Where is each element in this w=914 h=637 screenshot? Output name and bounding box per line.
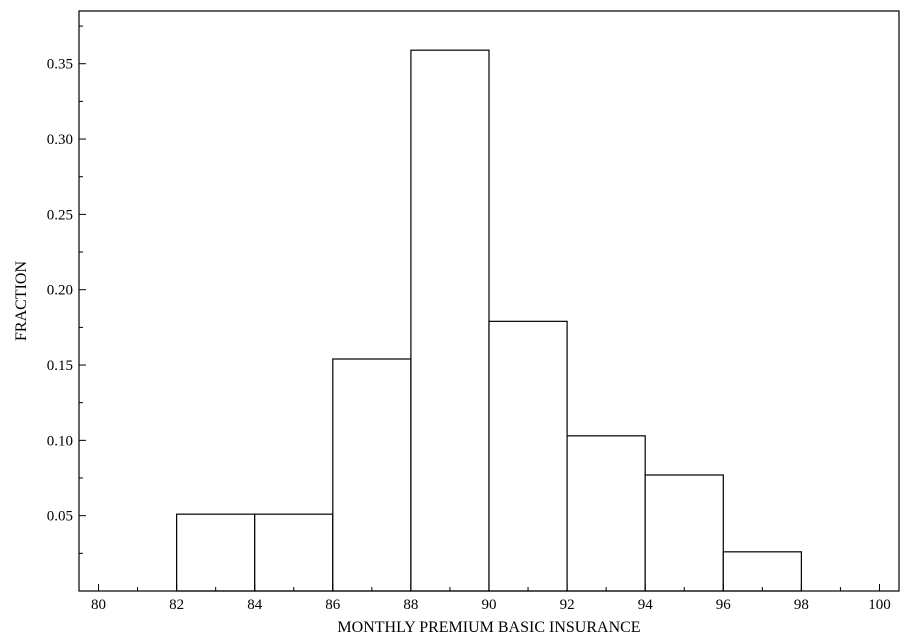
y-tick-label: 0.30 [47, 132, 73, 148]
y-tick-label: 0.35 [47, 57, 73, 73]
histogram-bar-5 [566, 435, 646, 592]
histogram-bar-7 [722, 551, 802, 592]
x-tick-label: 92 [560, 597, 575, 613]
y-axis-ticks: 0.05 0.10 0.15 0.20 0.25 0.30 0.35 [47, 25, 86, 554]
x-tick-label: 96 [716, 597, 732, 613]
histogram-bar-4 [488, 320, 568, 592]
histogram-bar-1 [254, 513, 334, 592]
x-tick-label: 90 [482, 597, 497, 613]
histogram-bar-3 [410, 49, 490, 592]
x-axis-ticks: 80 82 84 86 88 90 92 94 96 98 100 [91, 584, 891, 613]
x-tick-label: 82 [169, 597, 184, 613]
x-tick-label: 84 [247, 597, 263, 613]
x-tick-label: 98 [794, 597, 809, 613]
x-tick-label: 86 [325, 597, 341, 613]
x-tick-label: 94 [638, 597, 654, 613]
bars-group [176, 49, 802, 592]
y-tick-label: 0.10 [47, 433, 73, 449]
x-tick-label: 88 [403, 597, 418, 613]
y-tick-label: 0.05 [47, 509, 73, 525]
histogram-bar-0 [176, 513, 256, 592]
x-tick-label: 100 [868, 597, 891, 613]
histogram-bar-6 [644, 474, 724, 592]
x-tick-label: 80 [91, 597, 106, 613]
y-tick-label: 0.25 [47, 207, 73, 223]
x-axis-label: MONTHLY PREMIUM BASIC INSURANCE [337, 619, 640, 636]
y-tick-label: 0.20 [47, 283, 73, 299]
y-axis-label: FRACTION [13, 261, 30, 341]
histogram-bar-2 [332, 358, 412, 592]
y-tick-label: 0.15 [47, 358, 73, 374]
